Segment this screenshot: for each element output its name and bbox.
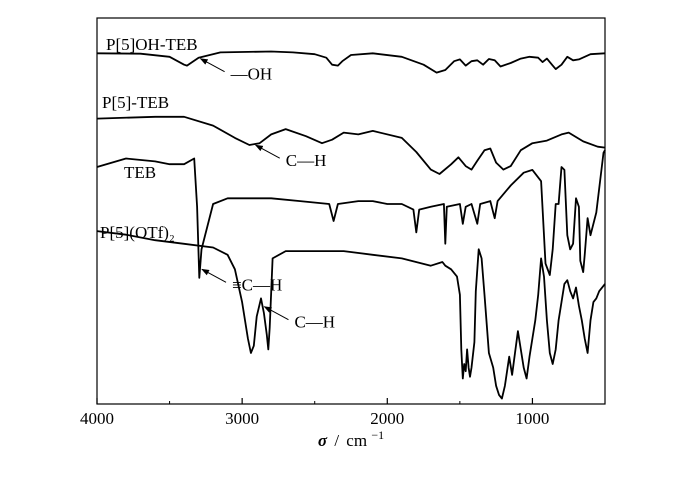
x-axis-label: σ / cm −1	[318, 428, 384, 450]
x-axis-label-symbol: σ	[318, 431, 328, 450]
spectra-series	[96, 50, 606, 400]
annotations: —OH C—H ≡C—H C—H	[199, 58, 335, 332]
series-labels: P[5]OH-TEB P[5]-TEB TEB P[5](OTf)₂	[100, 35, 198, 242]
x-tick-label: 3000	[225, 409, 259, 428]
annotation-arrow	[199, 58, 225, 73]
series-label-3: P[5](OTf)₂	[100, 223, 175, 242]
x-tick-label: 4000	[80, 409, 114, 428]
series-label-0: P[5]OH-TEB	[106, 35, 198, 54]
annotation-label: C—H	[294, 313, 335, 332]
x-axis-ticks: 4000 3000 2000 1000	[80, 398, 549, 428]
x-tick-label: 1000	[515, 409, 549, 428]
annotation-arrow	[254, 144, 280, 159]
annotation-label: ≡C—H	[232, 275, 282, 294]
annotation-arrow	[201, 268, 227, 283]
series-line-2	[96, 149, 606, 279]
series-line-3	[96, 230, 606, 400]
x-tick-label: 2000	[370, 409, 404, 428]
series-line-1	[96, 115, 606, 175]
annotation-arrow	[263, 306, 289, 321]
series-label-2: TEB	[124, 163, 156, 182]
x-axis-label-unit: cm	[346, 431, 367, 450]
annotation-label: C—H	[286, 151, 327, 170]
x-axis-label-sep: /	[334, 431, 339, 450]
plot-frame	[96, 17, 606, 405]
annotation-label: —OH	[230, 65, 273, 84]
x-axis-label-exp: −1	[371, 428, 384, 442]
series-label-1: P[5]-TEB	[102, 93, 169, 112]
series-line-0	[96, 50, 606, 74]
